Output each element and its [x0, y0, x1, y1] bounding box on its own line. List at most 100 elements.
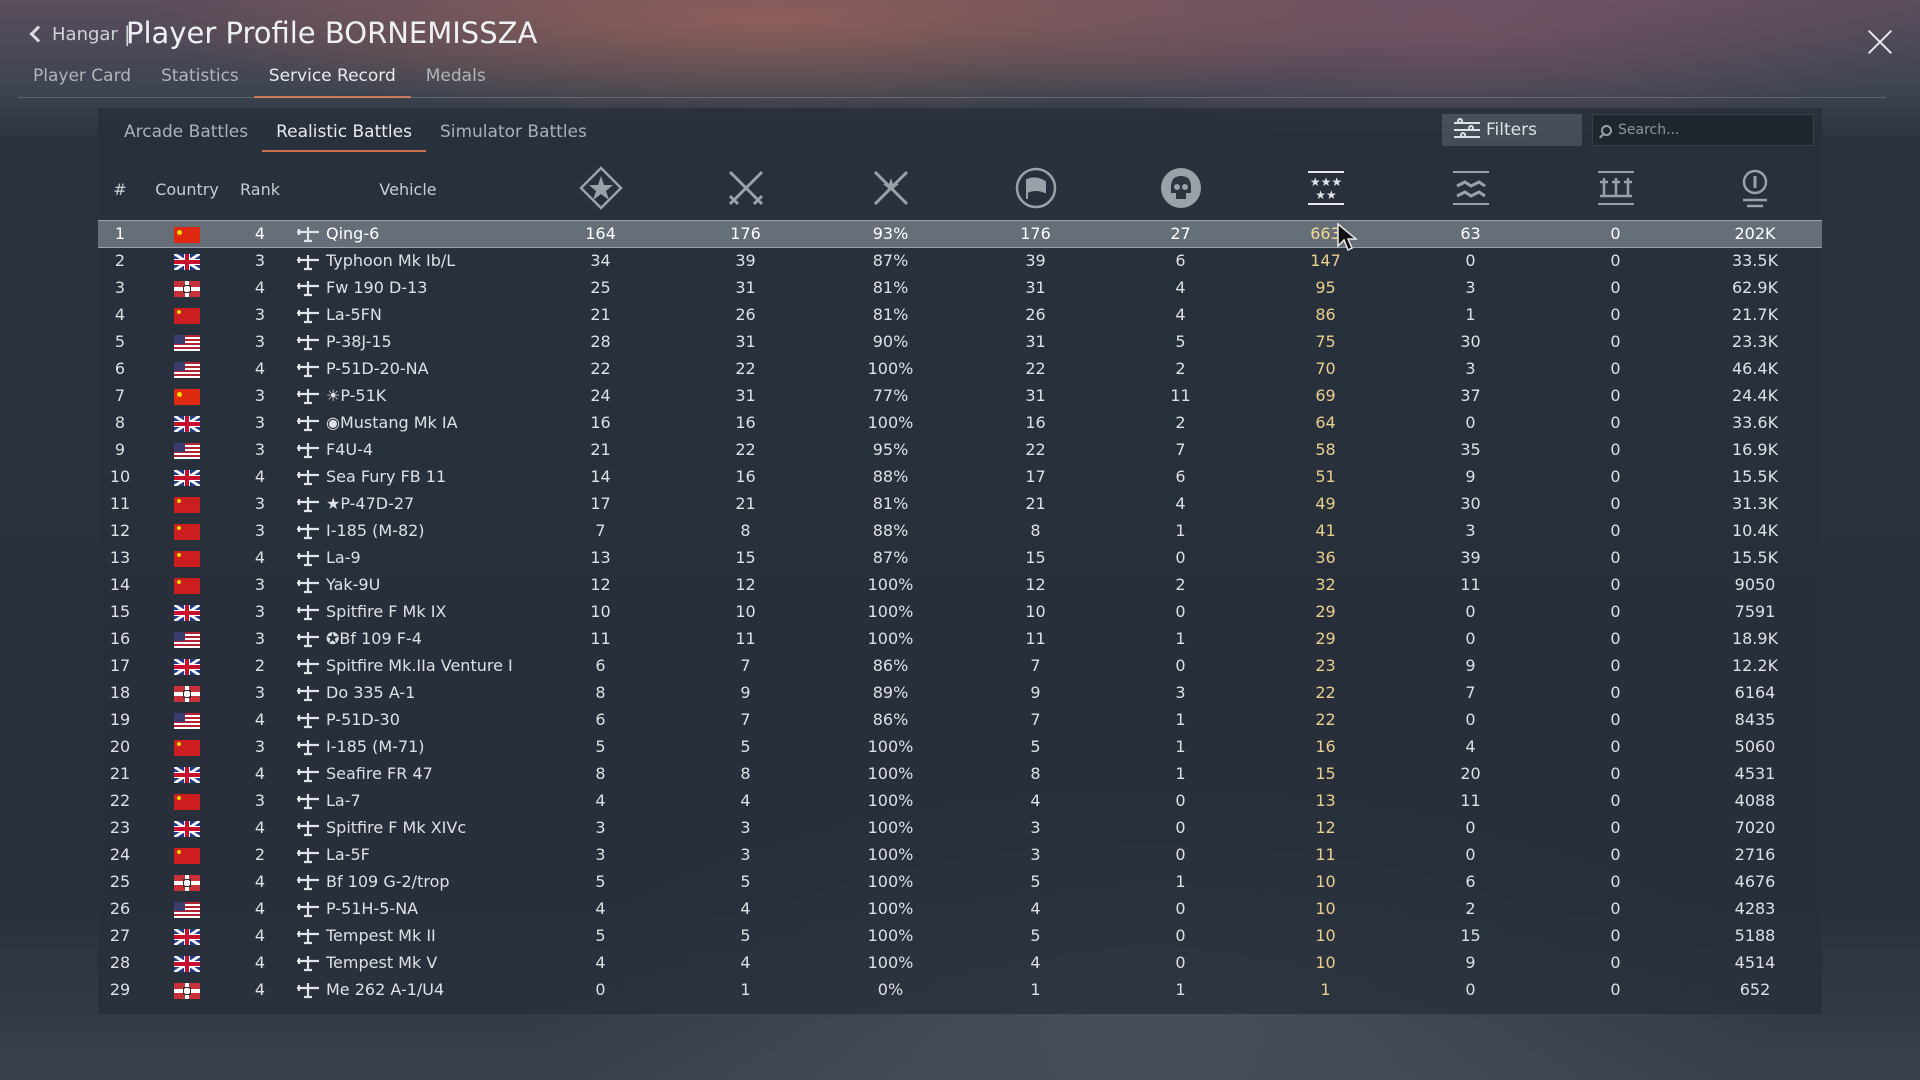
deaths-cell: 0	[1175, 926, 1186, 945]
col-header-rank[interactable]: Rank	[240, 180, 280, 200]
respawns-cell: 26	[1025, 305, 1046, 324]
col-header-vehicle[interactable]: Vehicle	[379, 180, 437, 200]
vehicle-cell: Yak-9U	[288, 571, 528, 598]
rank-cell: 4	[254, 899, 266, 918]
table-row[interactable]: 6 4 P-51D-20-NA 22 22 100% 22 2 70 3 0 46.4K	[98, 355, 1822, 382]
table-row[interactable]: 15 3 Spitfire F Mk IX 10 10 100% 10 0 29 0 0 7591	[98, 598, 1822, 625]
victories-cell: 16	[590, 413, 611, 432]
air-targets-cell: 147	[1310, 251, 1341, 271]
col-header-victory-ratio[interactable]	[818, 160, 963, 220]
row-number: 5	[114, 332, 126, 351]
respawns-cell: 22	[1025, 359, 1046, 378]
vehicle-cell: I-185 (M-82)	[288, 517, 528, 544]
naval-targets-cell: 0	[1610, 521, 1621, 540]
col-header-number[interactable]: #	[113, 180, 127, 200]
ground-targets-cell: 6	[1465, 872, 1476, 891]
table-row[interactable]: 28 4 Tempest Mk V 4 4 100% 4 0 10 9 0 4514	[98, 949, 1822, 976]
vehicle-cell: I-185 (M-71)	[288, 733, 528, 760]
vehicle-cell: P-38J-15	[288, 328, 528, 355]
ground-targets-cell: 7	[1465, 683, 1476, 702]
rank-cell: 4	[254, 467, 266, 486]
table-row[interactable]: 23 4 Spitfire F Mk XIVc 3 3 100% 3 0 12 0 0 7020	[98, 814, 1822, 841]
back-to-hangar-button[interactable]: Hangar |	[29, 22, 137, 46]
mouse-cursor-icon	[1337, 222, 1358, 252]
table-row[interactable]: 21 4 Seafire FR 47 8 8 100% 8 1 15 20 0 4531	[98, 760, 1822, 787]
vehicle-cell: Fw 190 D-13	[288, 274, 528, 301]
table-row[interactable]: 20 3 I-185 (M-71) 5 5 100% 5 1 16 4 0 5060	[98, 733, 1822, 760]
col-header-country[interactable]: Country	[155, 180, 219, 200]
filters-icon	[1454, 118, 1480, 141]
table-row[interactable]: 3 4 Fw 190 D-13 25 31 81% 31 4 95 3 0 62.9K	[98, 274, 1822, 301]
col-header-respawns[interactable]	[963, 160, 1108, 220]
table-row[interactable]: 13 4 La-9 13 15 87% 15 0 36 39 0 15.5K	[98, 544, 1822, 571]
vehicle-name: La-5F	[326, 844, 370, 864]
victories-cell: 12	[590, 575, 611, 594]
ground-targets-cell: 4	[1465, 737, 1476, 756]
naval-targets-cell: 0	[1610, 251, 1621, 271]
battles-cell: 9	[740, 683, 751, 702]
deaths-cell: 7	[1175, 440, 1186, 459]
row-number: 12	[109, 521, 131, 540]
rank-cell: 2	[254, 656, 266, 675]
vehicle-cell: P-51D-20-NA	[288, 355, 528, 382]
col-header-naval-targets[interactable]	[1543, 160, 1688, 220]
tab-arcade-battles[interactable]: Arcade Battles	[124, 122, 249, 142]
table-row[interactable]: 4 3 La-5FN 21 26 81% 26 4 86 1 0 21.7K	[98, 301, 1822, 328]
table-row[interactable]: 19 4 P-51D-30 6 7 86% 7 1 22 0 0 8435	[98, 706, 1822, 733]
table-row[interactable]: 25 4 Bf 109 G-2/trop 5 5 100% 5 1 10 6 0 4676	[98, 868, 1822, 895]
battles-cell: 7	[740, 656, 751, 675]
table-row[interactable]: 7 3 ☀P-51K 24 31 77% 31 11 69 37 0 24.4K	[98, 382, 1822, 409]
tab-service-record[interactable]: Service Record	[253, 62, 411, 98]
col-header-battles[interactable]	[673, 160, 818, 220]
table-row[interactable]: 11 3 ★P-47D-27 17 21 81% 21 4 49 30 0 31.3K	[98, 490, 1822, 517]
naval-targets-cell: 0	[1610, 737, 1621, 756]
page-title: Player Profile BORNEMISSZA	[126, 16, 538, 50]
naval-targets-cell: 0	[1610, 602, 1621, 621]
table-row[interactable]: 5 3 P-38J-15 28 31 90% 31 5 75 30 0 23.3K	[98, 328, 1822, 355]
aircraft-icon	[297, 794, 319, 810]
victories-cell: 7	[595, 521, 606, 540]
aircraft-icon	[297, 524, 319, 540]
vehicle-name: La-5FN	[326, 304, 382, 324]
victories-cell: 8	[595, 764, 606, 783]
deaths-cell: 1	[1175, 710, 1186, 729]
profile-header: Hangar | Player Profile BORNEMISSZA Play…	[0, 0, 1920, 98]
battles-cell: 16	[735, 467, 756, 486]
table-row[interactable]: 17 2 Spitfire Mk.IIa Venture I 6 7 86% 7 0 23 9 0 1…	[98, 652, 1822, 679]
col-header-ground-targets[interactable]	[1398, 160, 1543, 220]
table-row[interactable]: 27 4 Tempest Mk II 5 5 100% 5 0 10 15 0 5188	[98, 922, 1822, 949]
table-row[interactable]: 26 4 P-51H-5-NA 4 4 100% 4 0 10 2 0 4283	[98, 895, 1822, 922]
tab-realistic-battles[interactable]: Realistic Battles	[262, 116, 426, 152]
table-row[interactable]: 1 4 Qing-6 164 176 93% 176 27 663 63 0 202K	[98, 219, 1822, 248]
deaths-icon	[1160, 167, 1201, 208]
tab-statistics[interactable]: Statistics	[161, 66, 239, 86]
table-row[interactable]: 14 3 Yak-9U 12 12 100% 12 2 32 11 0 9050	[98, 571, 1822, 598]
col-header-victories[interactable]	[528, 160, 673, 220]
table-row[interactable]: 29 4 Me 262 A-1/U4 0 1 0% 1 1 1 0 0 652	[98, 976, 1822, 1003]
tab-medals[interactable]: Medals	[425, 66, 486, 86]
victory-ratio-cell: 89%	[872, 683, 909, 702]
aircraft-icon	[297, 254, 319, 270]
table-row[interactable]: 16 3 ✪Bf 109 F-4 11 11 100% 11 1 29 0 0 18.9K	[98, 625, 1822, 652]
table-row[interactable]: 8 3 ◉Mustang Mk IA 16 16 100% 16 2 64 0 0 33.6K	[98, 409, 1822, 436]
tab-player-card[interactable]: Player Card	[33, 66, 132, 86]
col-header-deaths[interactable]	[1108, 160, 1253, 220]
filters-button[interactable]: Filters	[1442, 114, 1582, 146]
ground-targets-cell: 0	[1465, 710, 1476, 729]
col-header-score[interactable]	[1688, 160, 1822, 220]
table-row[interactable]: 22 3 La-7 4 4 100% 4 0 13 11 0 4088	[98, 787, 1822, 814]
table-row[interactable]: 18 3 Do 335 A-1 8 9 89% 9 3 22 7 0 6164	[98, 679, 1822, 706]
close-icon[interactable]	[1866, 28, 1894, 56]
table-row[interactable]: 2 3 Typhoon Mk Ib/L 34 39 87% 39 6 147 0 0 33.5K	[98, 247, 1822, 274]
col-header-air-targets[interactable]: ★★★ ★★	[1253, 160, 1398, 220]
tab-simulator-battles[interactable]: Simulator Battles	[439, 122, 587, 142]
search-input[interactable]	[1618, 122, 1808, 138]
table-row[interactable]: 10 4 Sea Fury FB 11 14 16 88% 17 6 51 9 0 15.5K	[98, 463, 1822, 490]
victories-cell: 0	[595, 980, 606, 999]
table-row[interactable]: 9 3 F4U-4 21 22 95% 22 7 58 35 0 16.9K	[98, 436, 1822, 463]
victory-ratio-cell: 100%	[867, 359, 914, 378]
score-cell: 4676	[1734, 872, 1776, 891]
score-cell: 8435	[1734, 710, 1776, 729]
table-row[interactable]: 24 2 La-5F 3 3 100% 3 0 11 0 0 2716	[98, 841, 1822, 868]
table-row[interactable]: 12 3 I-185 (M-82) 7 8 88% 8 1 41 3 0 10.4K	[98, 517, 1822, 544]
